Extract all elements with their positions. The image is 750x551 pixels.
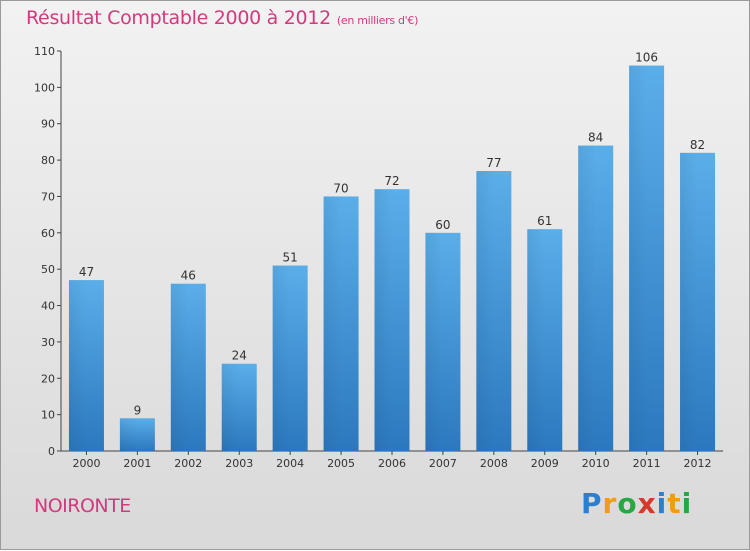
x-tick-label: 2006 xyxy=(378,457,406,470)
y-tick-label: 30 xyxy=(41,336,55,349)
x-tick-label: 2008 xyxy=(480,457,508,470)
bar-shade xyxy=(374,189,392,451)
x-tick-label: 2001 xyxy=(123,457,151,470)
logo-letter: i xyxy=(681,487,693,520)
data-label: 46 xyxy=(181,269,196,283)
data-label: 51 xyxy=(283,251,298,265)
data-label: 9 xyxy=(134,403,142,417)
logo-letter: P xyxy=(581,487,603,520)
data-label: 47 xyxy=(79,265,94,279)
bar-shade xyxy=(578,145,596,451)
x-tick-label: 2011 xyxy=(633,457,661,470)
proxiti-logo: Proxiti xyxy=(581,487,692,520)
y-tick-label: 0 xyxy=(48,445,55,458)
data-label: 72 xyxy=(384,174,399,188)
data-label: 24 xyxy=(232,349,247,363)
x-tick-label: 2009 xyxy=(531,457,559,470)
data-label: 84 xyxy=(588,131,603,145)
logo-letter: o xyxy=(617,487,638,520)
y-tick-label: 100 xyxy=(34,81,55,94)
logo-letter: x xyxy=(637,487,657,520)
y-tick-label: 50 xyxy=(41,263,55,276)
bar-shade xyxy=(680,152,698,451)
y-tick-label: 110 xyxy=(34,45,55,58)
bar-shade xyxy=(119,418,138,451)
x-tick-label: 2010 xyxy=(582,457,610,470)
x-tick-label: 2003 xyxy=(225,457,253,470)
bar-shade xyxy=(221,363,240,451)
y-tick-label: 40 xyxy=(41,300,55,313)
x-tick-label: 2002 xyxy=(174,457,202,470)
bar-shade xyxy=(170,283,189,451)
logo-letter: i xyxy=(656,487,668,520)
bar-shade xyxy=(629,65,647,451)
bar-shade xyxy=(323,196,342,451)
bar-shade xyxy=(425,232,443,451)
logo-letter: r xyxy=(602,487,618,520)
x-tick-label: 2005 xyxy=(327,457,355,470)
bar-shade xyxy=(527,229,545,451)
data-label: 106 xyxy=(635,51,658,65)
logo-letter: t xyxy=(667,487,682,520)
x-tick-label: 2004 xyxy=(276,457,304,470)
title-text: Résultat Comptable 2000 à 2012 xyxy=(26,7,331,29)
y-tick-label: 20 xyxy=(41,372,55,385)
y-tick-label: 60 xyxy=(41,227,55,240)
data-label: 77 xyxy=(486,156,501,170)
data-label: 70 xyxy=(333,181,348,195)
y-tick-label: 10 xyxy=(41,409,55,422)
bar-shade xyxy=(476,171,494,451)
y-tick-label: 70 xyxy=(41,190,55,203)
data-label: 61 xyxy=(537,214,552,228)
y-tick-label: 90 xyxy=(41,118,55,131)
unit-subtitle: (en milliers d'€) xyxy=(336,14,419,27)
place-name: NOIRONTE xyxy=(34,495,131,517)
data-label: 60 xyxy=(435,218,450,232)
bar-shade xyxy=(68,280,87,451)
x-tick-label: 2007 xyxy=(429,457,457,470)
x-tick-label: 2012 xyxy=(684,457,712,470)
chart-title: Résultat Comptable 2000 à 2012 (en millie… xyxy=(26,7,418,29)
bar-shade xyxy=(272,265,291,451)
data-label: 82 xyxy=(690,138,705,152)
y-tick-label: 80 xyxy=(41,154,55,167)
x-tick-label: 2000 xyxy=(72,457,100,470)
